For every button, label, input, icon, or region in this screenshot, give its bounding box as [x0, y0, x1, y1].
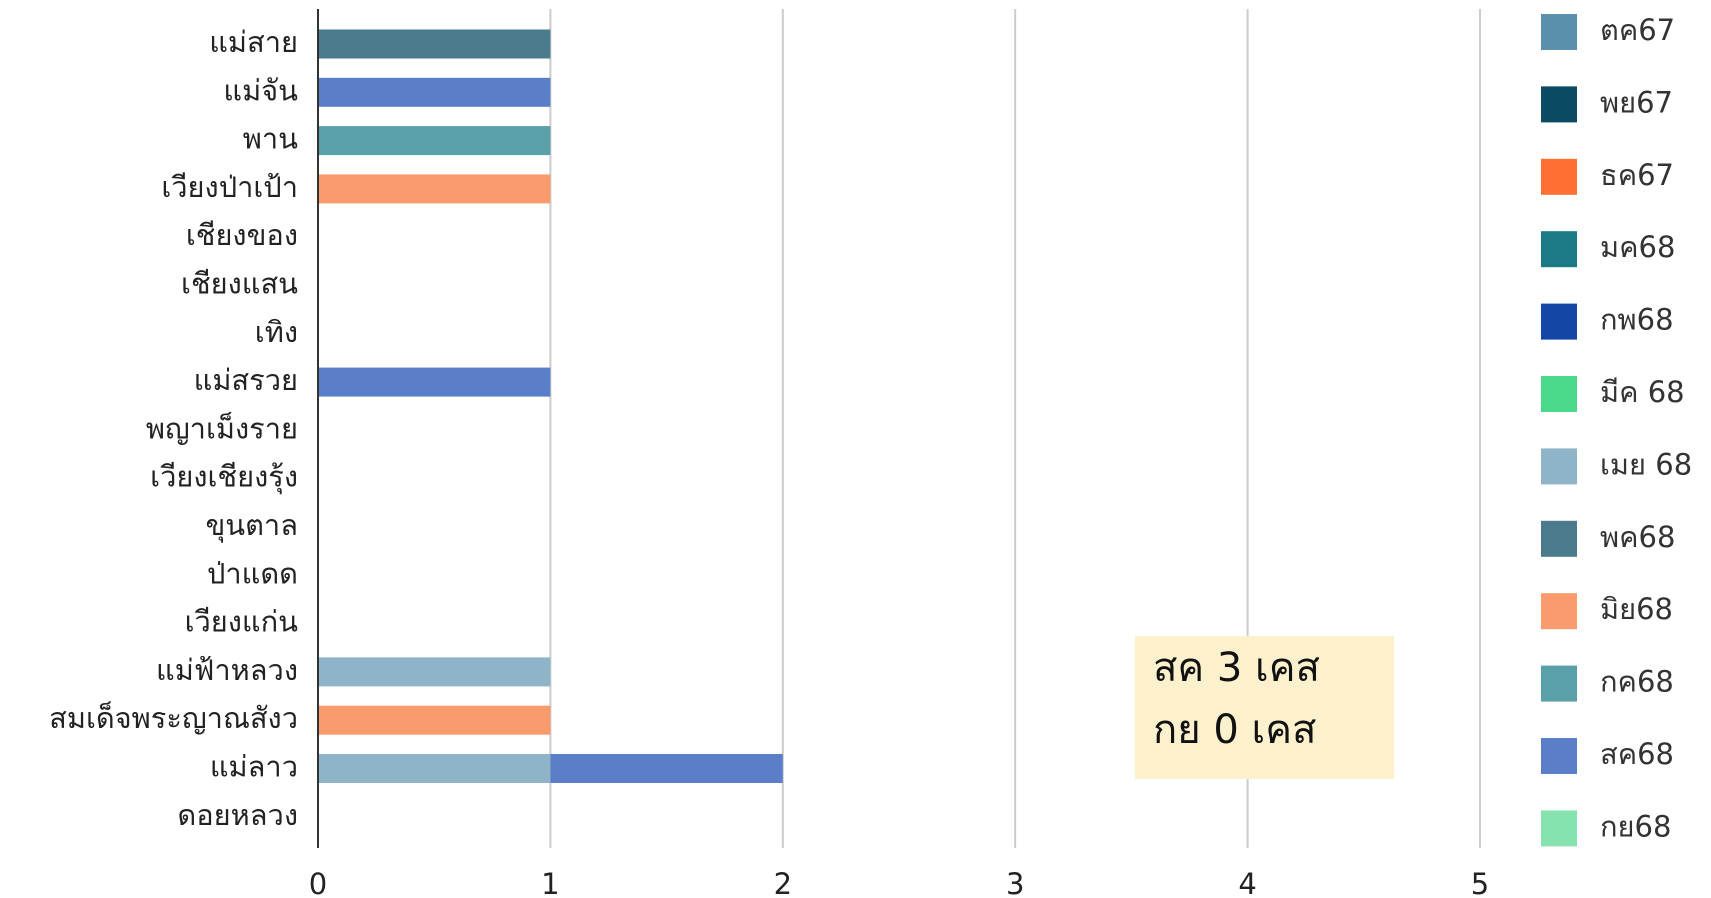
bar	[318, 367, 551, 397]
legend-label: กค68	[1600, 665, 1674, 699]
y-tick-label: แม่จัน	[223, 73, 298, 107]
legend-swatch	[1541, 376, 1577, 412]
y-tick-label: เวียงเชียงรุ้ง	[150, 460, 298, 495]
annotation-box	[1135, 636, 1394, 779]
y-tick-label: ขุนตาล	[205, 508, 298, 543]
y-tick-label: เชียงของ	[186, 218, 298, 252]
legend-swatch	[1541, 158, 1577, 195]
x-tick-label: 4	[1238, 867, 1256, 898]
annotation-text: สค 3 เคส	[1153, 645, 1320, 691]
legend-swatch	[1541, 303, 1577, 340]
legend-label: เมย 68	[1600, 447, 1692, 481]
legend-swatch	[1541, 448, 1577, 485]
legend-label: พย67	[1600, 85, 1673, 119]
legend-swatch	[1541, 593, 1577, 630]
legend-label: มีค 68	[1600, 375, 1685, 409]
bar	[318, 29, 551, 59]
legend-label: กพ68	[1600, 303, 1674, 337]
legend-label: มค68	[1600, 230, 1675, 264]
legend-label: สค68	[1600, 737, 1674, 771]
x-tick-label: 2	[774, 867, 792, 898]
legend-swatch	[1541, 810, 1577, 847]
legend-label: ตค67	[1600, 13, 1675, 47]
legend-swatch	[1541, 86, 1577, 123]
y-tick-label: เทิง	[255, 315, 298, 349]
x-tick-label: 1	[541, 867, 559, 898]
legend-label: ธค67	[1600, 158, 1674, 192]
legend-label: มิย68	[1600, 592, 1673, 626]
legend-swatch	[1541, 520, 1577, 557]
y-tick-label: ดอยหลวง	[177, 798, 298, 832]
bar	[318, 754, 551, 783]
x-tick-label: 3	[1006, 867, 1024, 898]
bar	[318, 657, 551, 687]
legend-swatch	[1541, 231, 1577, 268]
bar	[318, 126, 551, 156]
bar	[318, 174, 551, 204]
y-tick-label: แม่ฟ้าหลวง	[156, 653, 298, 687]
bar	[318, 705, 551, 735]
y-tick-label: ป่าแดด	[207, 556, 298, 590]
x-tick-label: 5	[1471, 867, 1489, 898]
y-tick-label: พญาเม็งราย	[146, 410, 298, 445]
x-tick-label: 0	[309, 867, 327, 898]
legend-swatch	[1541, 14, 1577, 50]
legend-label: กย68	[1600, 809, 1671, 843]
legend-swatch	[1541, 665, 1577, 702]
y-tick-label: แม่ลาว	[210, 750, 298, 784]
legend-label: พค68	[1600, 520, 1675, 554]
y-tick-label: เวียงแก่น	[185, 605, 299, 639]
y-tick-label: แม่สาย	[209, 25, 298, 59]
y-tick-label: สมเด็จพระญาณสังว	[49, 700, 298, 735]
annotation-text: กย 0 เคส	[1153, 707, 1316, 753]
bar	[318, 77, 551, 107]
y-tick-label: เวียงป่าเป้า	[161, 170, 298, 204]
y-tick-label: เชียงแสน	[181, 267, 298, 301]
bar	[550, 754, 783, 783]
y-tick-label: พาน	[243, 122, 298, 156]
legend-swatch	[1541, 738, 1577, 774]
y-tick-label: แม่สรวย	[194, 363, 298, 397]
